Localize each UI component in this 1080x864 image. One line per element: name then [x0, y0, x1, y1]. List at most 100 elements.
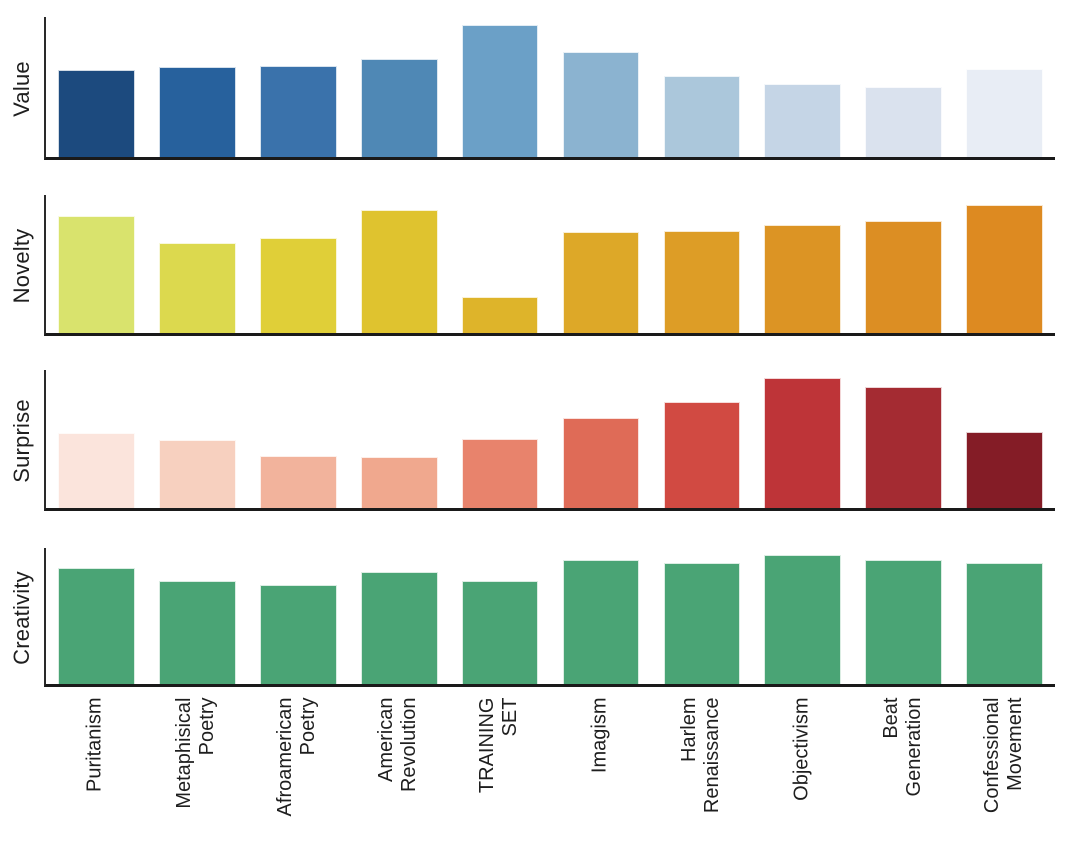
x-tick: Confessional Movement: [954, 687, 1055, 858]
bar: [663, 230, 741, 333]
bar: [360, 456, 438, 508]
subplot-value: Value: [0, 17, 1080, 160]
y-axis-label: Creativity: [9, 570, 34, 665]
bar: [259, 455, 337, 508]
bar: [663, 401, 741, 508]
bar: [865, 87, 943, 157]
bar: [58, 433, 135, 508]
bar-slot: [46, 17, 147, 157]
bar-slot: [954, 17, 1055, 157]
bar-slot: [853, 195, 954, 333]
bar-slot: [954, 195, 1055, 333]
bar-slot: [853, 370, 954, 508]
bar-slot: [248, 195, 349, 333]
y-axis-label-column: Novelty: [0, 195, 44, 336]
subplot-surprise: Surprise: [0, 370, 1080, 511]
bar-slot: [450, 195, 551, 333]
x-tick-label: Beat Generation: [880, 697, 926, 796]
x-tick-label: TRAINING SET: [475, 697, 521, 793]
bar: [663, 562, 741, 684]
bar-slot: [651, 370, 752, 508]
bar-slot: [853, 548, 954, 684]
bar: [259, 584, 337, 684]
bar: [865, 560, 943, 684]
plot-area: [44, 17, 1055, 160]
bar: [360, 210, 438, 333]
x-tick-label: Metaphisical Poetry: [172, 697, 218, 809]
bar-slot: [46, 548, 147, 684]
x-tick: Afroamerican Poetry: [246, 687, 347, 858]
bar: [461, 580, 539, 684]
bar: [461, 25, 539, 157]
x-tick: Beat Generation: [853, 687, 954, 858]
x-tick: TRAINING SET: [448, 687, 549, 858]
bar: [966, 68, 1043, 157]
x-tick-label: Imagism: [588, 697, 611, 773]
bar-slot: [450, 548, 551, 684]
bar-slot: [450, 370, 551, 508]
x-tick-label: Objectivism: [790, 697, 813, 801]
bar: [58, 70, 135, 157]
bar-slot: [147, 195, 248, 333]
bar-slot: [46, 195, 147, 333]
bar: [562, 418, 640, 508]
bar: [159, 440, 236, 508]
x-tick: Objectivism: [752, 687, 853, 858]
bar-slot: [147, 548, 248, 684]
x-tick: Imagism: [549, 687, 650, 858]
bar: [865, 221, 943, 333]
bar: [562, 52, 640, 157]
bar: [562, 560, 640, 684]
bar-slot: [349, 195, 450, 333]
plot-area: [44, 195, 1055, 336]
bar-slot: [551, 195, 652, 333]
bar-slot: [551, 17, 652, 157]
bar: [259, 66, 337, 157]
bar: [360, 59, 438, 157]
x-tick-label: Harlem Renaissance: [678, 697, 724, 813]
bar-slot: [954, 370, 1055, 508]
bar-slot: [752, 370, 853, 508]
bar-slot: [46, 370, 147, 508]
x-tick: Harlem Renaissance: [651, 687, 752, 858]
bar: [966, 562, 1043, 684]
bar-slot: [954, 548, 1055, 684]
bar: [966, 204, 1043, 333]
x-tick: Puritanism: [44, 687, 145, 858]
bar-slot: [349, 17, 450, 157]
bar-slot: [147, 17, 248, 157]
bar: [461, 439, 539, 508]
bar-slot: [752, 17, 853, 157]
bar-slot: [651, 17, 752, 157]
x-tick-label: Confessional Movement: [981, 697, 1027, 813]
subplot-creativity: Creativity: [0, 548, 1080, 687]
bar: [58, 568, 135, 684]
x-tick-label: American Revolution: [374, 697, 420, 792]
bar-slot: [450, 17, 551, 157]
plot-area: [44, 370, 1055, 511]
x-tick: American Revolution: [347, 687, 448, 858]
bar: [966, 432, 1043, 508]
bar: [663, 75, 741, 157]
bar-slot: [349, 370, 450, 508]
bar-slot: [551, 370, 652, 508]
bar: [461, 297, 539, 333]
plot-area: [44, 548, 1055, 687]
bar: [865, 386, 943, 508]
x-tick-label: Afroamerican Poetry: [273, 697, 319, 816]
bar-slot: [752, 548, 853, 684]
bar: [764, 554, 842, 684]
y-axis-label-column: Surprise: [0, 370, 44, 511]
y-axis-label: Novelty: [9, 228, 34, 303]
bar: [159, 67, 236, 157]
bar-slot: [248, 17, 349, 157]
bar-slot: [248, 548, 349, 684]
y-axis-label-column: Value: [0, 17, 44, 160]
subplot-novelty: Novelty: [0, 195, 1080, 336]
bar-slot: [349, 548, 450, 684]
bar-slot: [651, 548, 752, 684]
bar: [562, 232, 640, 333]
x-tick-label: Puritanism: [83, 697, 106, 792]
bar-slot: [752, 195, 853, 333]
